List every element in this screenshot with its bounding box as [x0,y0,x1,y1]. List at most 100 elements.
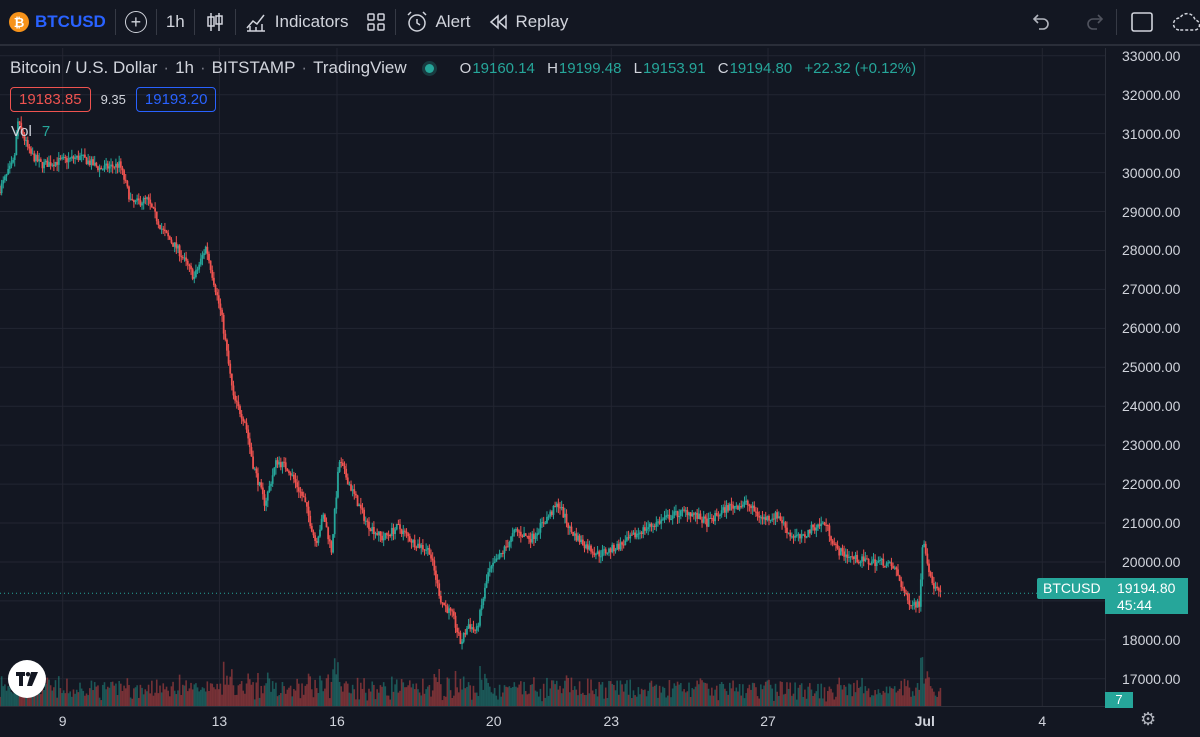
volume-bar [575,689,578,706]
volume-bar [649,682,651,706]
candle-body [26,140,29,147]
volume-bar [586,678,589,706]
candle-body [399,524,401,530]
volume-bar [23,691,26,706]
volume-bar [41,689,44,706]
candle-body [490,566,493,569]
undo-button[interactable] [1020,0,1060,45]
candle-body [817,524,819,528]
layouts-button[interactable] [357,0,395,45]
fullscreen-button[interactable] [1121,0,1163,45]
volume-bar [552,680,555,706]
interval-button[interactable]: 1h [157,0,194,45]
candle-body [271,475,274,484]
volume-bar [500,696,503,706]
volume-bar [252,682,254,706]
volume-bar [231,669,233,706]
volume-bar [172,681,174,706]
volume-bar [841,689,844,706]
volume-bar [451,698,454,706]
candle-body [872,559,875,562]
candle-body [879,559,881,561]
volume-bar [235,694,238,706]
compare-button[interactable]: + [116,0,156,45]
candle-body [480,605,483,611]
volume-bar [529,684,532,706]
volume-bar [614,690,617,706]
volume-bar [59,688,62,706]
redo-button[interactable] [1076,0,1116,45]
volume-bar [79,682,81,706]
volume-bar [2,686,5,706]
legend-dot-separator: · [163,58,170,77]
candle-body [500,552,503,554]
volume-bar [565,675,568,706]
candle-body [596,551,599,555]
volume-bar [368,688,370,706]
volume-bar [751,682,754,706]
volume-bar [533,677,535,706]
volume-bar [534,690,537,706]
sell-button[interactable]: 19183.85 [10,87,91,112]
low-value: 19153.91 [643,59,706,77]
save-cloud-button[interactable] [1163,0,1200,45]
candle-body [595,554,597,556]
candle-body [666,514,669,516]
volume-bar [779,681,782,706]
replay-button[interactable]: Replay [479,0,577,45]
candle-body [892,566,894,569]
candle-body [923,543,925,548]
candle-body [692,513,695,515]
candle-body [616,543,619,550]
volume-bar [167,690,169,706]
volume-bar [502,692,504,706]
candle-body [875,562,878,567]
alert-button[interactable]: Alert [396,0,479,45]
alarm-icon [407,11,427,32]
indicators-button[interactable]: Indicators [236,0,358,45]
candle-body [905,592,908,594]
tradingview-logo-icon[interactable] [8,660,46,698]
candle-body [203,253,205,256]
candle-body [275,460,277,468]
candle-body [227,350,230,364]
volume-bar [44,683,47,706]
candle-body [52,164,55,167]
volume-bar [694,686,697,706]
chart-type-button[interactable] [195,0,235,45]
gear-icon[interactable]: ⚙ [1140,709,1157,729]
buy-button[interactable]: 19193.20 [135,87,217,112]
volume-bar [453,695,455,706]
volume-bar [133,688,135,706]
candle-body [167,232,170,237]
volume-bar [377,692,380,706]
candle-body [745,500,748,503]
candle-body [35,155,37,162]
candle-body [51,164,54,166]
volume-bar [100,700,103,706]
volume-bar [875,694,878,706]
market-open-indicator[interactable] [424,63,434,73]
candle-body [559,507,561,509]
candle-body [648,523,651,528]
volume-bar [738,684,741,706]
volume-bar [137,697,140,706]
symbol-search[interactable]: ₿ BTCUSD [0,0,115,45]
toolbar-right [1020,0,1200,45]
volume-bar [276,696,279,706]
volume-bar [232,685,235,706]
volume-bar [697,684,700,706]
volume-bar [389,699,392,706]
candle-body [408,536,411,542]
candle-body [849,556,852,558]
candle-body [257,473,259,485]
volume-bar [524,691,527,706]
chart-plot-area[interactable] [0,48,1105,706]
candle-body [766,515,769,521]
candle-body [774,512,777,520]
candle-body [725,505,728,513]
dashed-cloud-icon [1172,12,1200,31]
candle-body [488,568,491,573]
time-axis[interactable]: 9 13 16 20 23 27 Jul 4 [0,706,1105,737]
volume-bar [937,691,940,706]
